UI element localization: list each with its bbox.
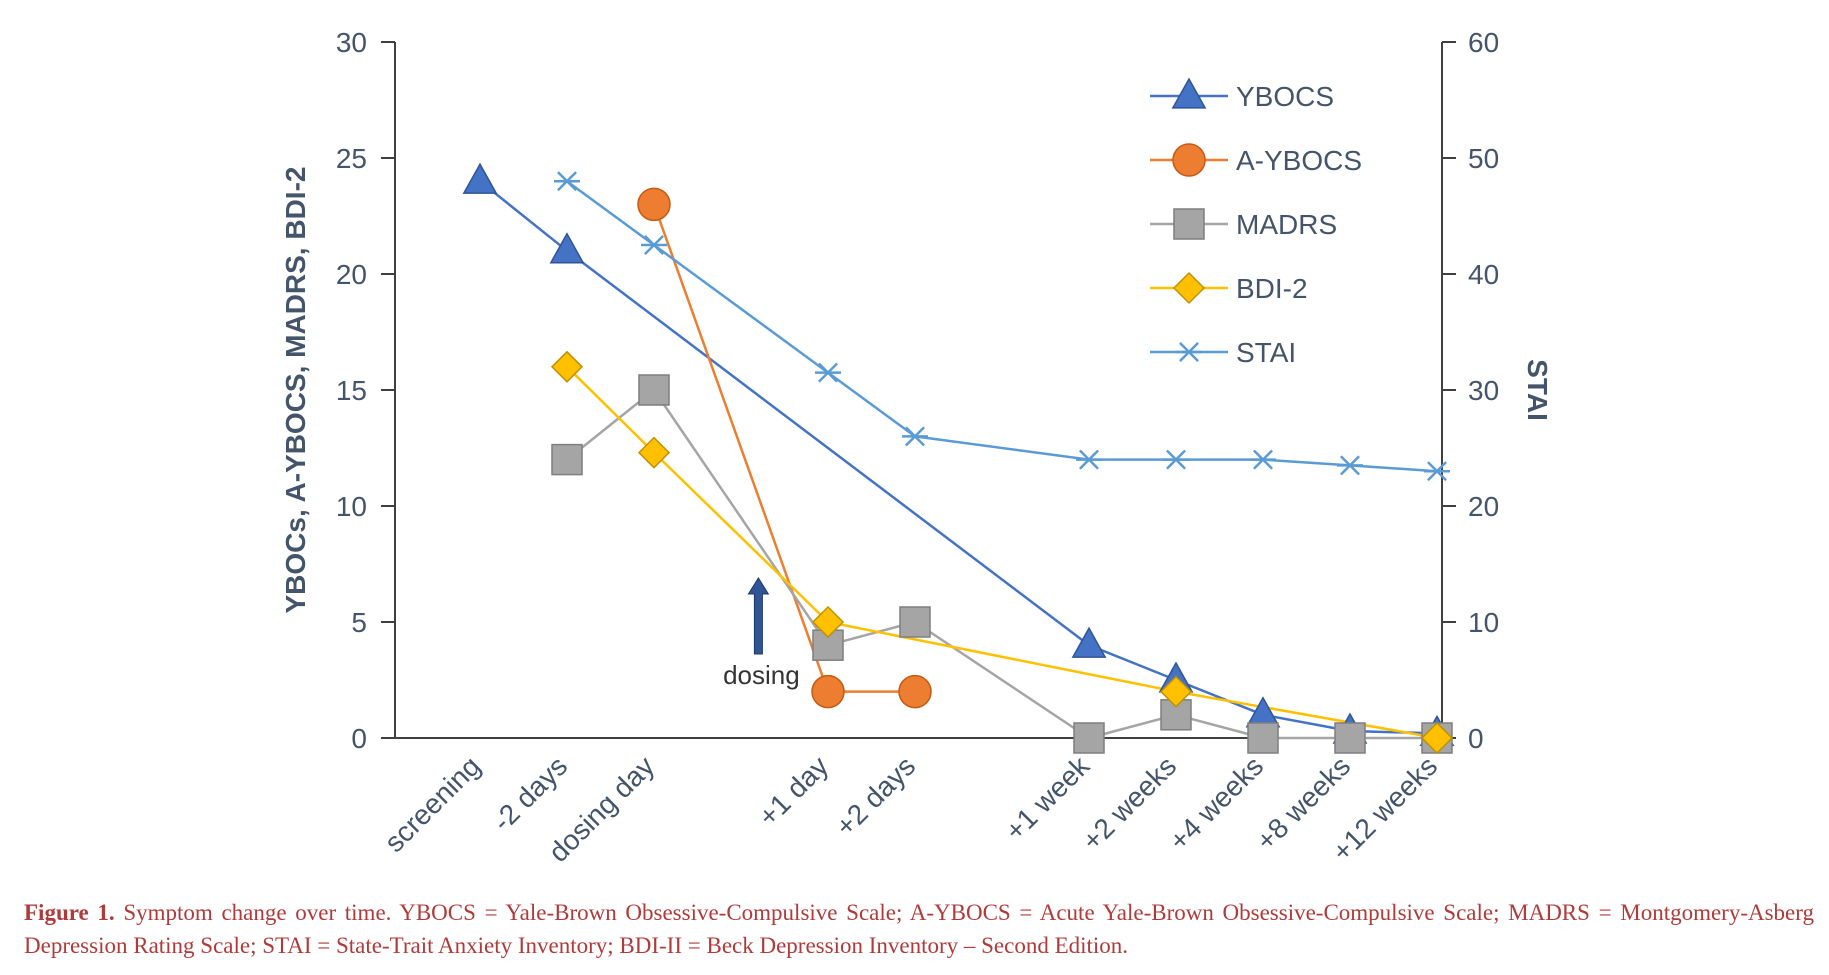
right-y-tick-label-30: 30	[1468, 375, 1499, 406]
x-tick-label-plus-2-days: +2 days	[829, 750, 921, 842]
right-y-tick-label-50: 50	[1468, 143, 1499, 174]
dosing-arrow-icon	[747, 577, 770, 655]
legend-marker-stai-stroke	[1179, 342, 1199, 362]
point-madrs-plus-2-days	[899, 606, 931, 638]
point-madrs-plus-4-weeks	[1247, 722, 1279, 754]
left-y-tick-label-25: 25	[336, 143, 367, 174]
dosing-arrow-shape	[747, 577, 770, 655]
right-y-tick-label-60: 60	[1468, 27, 1499, 58]
legend-marker-madrs	[1173, 208, 1205, 240]
right-y-tick-label-0: 0	[1468, 723, 1484, 754]
legend-label-ybocs: YBOCS	[1236, 81, 1334, 112]
point-stai-plus-1-day-stroke	[818, 362, 838, 383]
right-y-axis-title: STAI	[1522, 359, 1553, 421]
legend-label-madrs: MADRS	[1236, 209, 1337, 240]
left-y-tick-label-0: 0	[351, 723, 367, 754]
right-y-tick-label-10: 10	[1468, 607, 1499, 638]
legend-marker-bdi-2	[1172, 271, 1206, 305]
left-y-tick-label-15: 15	[336, 375, 367, 406]
point-madrs-plus-8-weeks	[1334, 722, 1366, 754]
point-stai-plus-1-week	[1076, 449, 1102, 470]
x-tick-label-plus-1-day: +1 day	[752, 750, 834, 832]
point-madrs-plus-1-week	[1073, 722, 1105, 754]
series-lines	[479, 180, 1438, 740]
series-line-bdi-2	[566, 365, 1438, 740]
legend-marker-stai	[1176, 342, 1202, 362]
legend-item-ybocs: YBOCS	[1150, 77, 1334, 112]
point-ybocs-2-days	[549, 232, 585, 264]
x-tick-label-plus-4-weeks: +4 weeks	[1163, 750, 1269, 856]
point-bdi-2-plus-12-weeks	[1420, 721, 1454, 755]
right-y-tick-label-40: 40	[1468, 259, 1499, 290]
point-bdi-2-plus-2-weeks	[1159, 675, 1193, 708]
x-tick-label-plus-2-weeks: +2 weeks	[1076, 750, 1182, 856]
legend-item-a-ybocs: A-YBOCS	[1150, 143, 1362, 177]
x-tick-label-2-days: -2 days	[486, 750, 573, 837]
point-stai-plus-2-weeks-stroke	[1166, 449, 1186, 470]
right-y-tick-label-20: 20	[1468, 491, 1499, 522]
point-stai-plus-1-week-stroke	[1079, 449, 1099, 470]
point-stai-plus-8-weeks-stroke	[1340, 455, 1360, 476]
left-y-tick-label-10: 10	[336, 491, 367, 522]
point-stai-plus-2-weeks	[1163, 449, 1189, 470]
left-y-tick-label-30: 30	[336, 27, 367, 58]
point-madrs-dosing-day	[638, 374, 670, 406]
point-bdi-2-plus-1-day	[811, 605, 845, 639]
point-stai-plus-4-weeks	[1250, 449, 1276, 470]
point-stai-plus-2-days-stroke	[905, 426, 925, 447]
left-y-tick-label-20: 20	[336, 259, 367, 290]
point-a-ybocs-dosing-day	[637, 187, 671, 222]
figure-caption: Figure 1. Symptom change over time. YBOC…	[24, 896, 1814, 962]
legend-item-madrs: MADRS	[1150, 208, 1337, 240]
point-bdi-2-dosing-day	[637, 436, 671, 469]
legend-label-bdi-2: BDI-2	[1236, 273, 1308, 304]
point-stai-plus-2-days	[902, 426, 928, 447]
series-line-madrs	[566, 388, 1437, 740]
chart-legend: YBOCS A-YBOCS MADRS BDI-2 STAI	[1150, 77, 1362, 368]
point-stai-plus-8-weeks	[1337, 455, 1363, 476]
point-madrs-2-days	[551, 443, 583, 476]
symptom-chart: 0 5 10 15 20 25 30 0 10 20 30 40 50 60 screening -2 day…	[280, 27, 1553, 868]
dosing-label: dosing	[723, 660, 800, 690]
figure-caption-text: Symptom change over time. YBOCS = Yale-B…	[24, 900, 1815, 958]
legend-label-a-ybocs: A-YBOCS	[1236, 145, 1362, 176]
point-stai-dosing-day-stroke	[644, 235, 664, 255]
point-stai-plus-12-weeks	[1424, 461, 1450, 482]
point-bdi-2-2-days	[550, 350, 584, 383]
point-a-ybocs-plus-2-days	[898, 674, 932, 709]
point-stai-plus-4-weeks-stroke	[1253, 449, 1273, 470]
legend-item-bdi-2: BDI-2	[1150, 271, 1308, 305]
legend-item-stai: STAI	[1150, 337, 1296, 368]
figure-caption-label: Figure 1.	[24, 900, 115, 925]
point-stai-dosing-day	[641, 235, 667, 255]
x-tick-label-screening: screening	[378, 750, 486, 858]
point-ybocs-screening	[462, 162, 498, 194]
dosing-annotation: dosing	[723, 577, 800, 690]
legend-marker-a-ybocs	[1172, 143, 1206, 177]
point-stai-plus-1-day	[815, 362, 841, 383]
point-ybocs-plus-1-week	[1071, 626, 1107, 658]
point-stai-plus-12-weeks-stroke	[1427, 461, 1447, 482]
left-y-tick-label-5: 5	[351, 607, 367, 638]
series-markers	[462, 162, 1455, 755]
legend-marker-ybocs	[1171, 77, 1207, 109]
point-stai-2-days	[554, 171, 580, 192]
legend-label-stai: STAI	[1236, 337, 1296, 368]
point-a-ybocs-plus-1-day	[811, 674, 845, 709]
point-stai-2-days-stroke	[557, 171, 577, 192]
left-y-axis-title: YBOCs, A-YBOCS, MADRS, BDI-2	[280, 166, 311, 613]
